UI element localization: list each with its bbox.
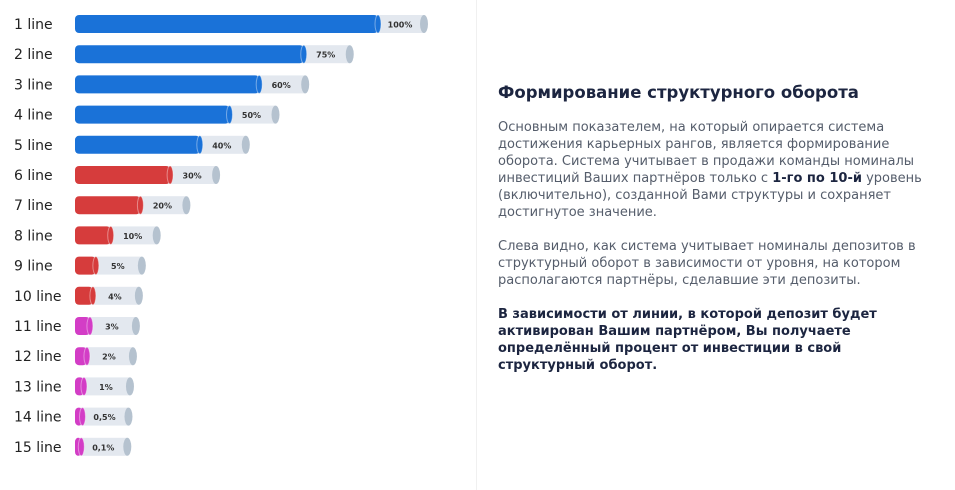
- value-label: 0,1%: [92, 443, 114, 452]
- value-label: 0,5%: [93, 413, 115, 422]
- text-panel: Формирование структурного оборота Основн…: [498, 84, 938, 391]
- text-run-bold: 1-го по 10-й: [772, 171, 862, 186]
- bar-tail-cap: [420, 15, 428, 33]
- bar: [75, 105, 230, 124]
- bar-cap: [255, 74, 263, 94]
- bar-cap: [83, 346, 91, 366]
- bar: [75, 347, 87, 366]
- row-label: 1 line: [14, 17, 53, 33]
- bar-tail: [255, 75, 306, 94]
- bar-cap: [92, 256, 100, 276]
- row-label: 15 line: [14, 440, 62, 456]
- paragraph: Основным показателем, на который опирает…: [498, 119, 938, 221]
- bar-tail-cap: [241, 135, 250, 154]
- bar: [75, 45, 304, 64]
- bar-cap: [166, 165, 174, 185]
- bar-cap: [136, 195, 144, 215]
- bar-cap: [226, 105, 233, 125]
- bar: [75, 196, 141, 215]
- value-label: 75%: [316, 51, 335, 60]
- row-label: 12 line: [14, 349, 62, 365]
- bar-cap: [107, 225, 115, 245]
- row-label: 11 line: [14, 319, 62, 335]
- text-run: уровень (включительно), созданной Вами с…: [498, 171, 922, 220]
- value-label: 4%: [108, 292, 122, 301]
- bar-tail: [374, 15, 424, 33]
- bar-tail-cap: [125, 377, 134, 396]
- bar: [75, 166, 171, 184]
- bar-tail: [85, 317, 136, 335]
- row-label: 13 line: [14, 379, 62, 395]
- bar-tail-cap: [301, 75, 310, 94]
- row-label: 14 line: [14, 410, 62, 426]
- bar-tail-cap: [345, 45, 354, 64]
- bar-tail-cap: [134, 286, 143, 305]
- chart: 1 line 100% 2 line 75% 3 line 60% 4 line 50% 5 l…: [14, 14, 428, 457]
- value-label: 2%: [102, 353, 116, 362]
- row-label: 7 line: [14, 198, 53, 214]
- bar-cap: [196, 135, 204, 155]
- bar-tail: [91, 256, 142, 275]
- bar-cap: [78, 407, 86, 427]
- bar-tail: [225, 105, 276, 124]
- row-label: 10 line: [14, 289, 62, 305]
- paragraph-bold: В зависимости от линии, в которой депози…: [498, 307, 877, 373]
- bar-tail: [166, 166, 217, 184]
- bar-tail-cap: [128, 347, 137, 366]
- value-label: 30%: [183, 172, 202, 181]
- value-label: 60%: [272, 81, 291, 90]
- value-label: 1%: [99, 383, 113, 392]
- bar-tail: [82, 347, 133, 366]
- value-label: 50%: [242, 111, 261, 120]
- bar-cap: [300, 44, 308, 64]
- value-label: 20%: [153, 202, 172, 211]
- bar-tail: [106, 226, 157, 245]
- bar-tail: [79, 377, 130, 396]
- bar: [75, 135, 200, 154]
- bar: [75, 226, 111, 245]
- bar-tail-cap: [131, 317, 140, 335]
- bar-tail-cap: [271, 105, 280, 124]
- panel-title: Формирование структурного оборота: [498, 83, 859, 102]
- row-label: 4 line: [14, 108, 53, 124]
- bar-cap: [374, 14, 382, 34]
- value-label: 100%: [388, 21, 413, 30]
- value-label: 40%: [212, 141, 231, 150]
- bar: [75, 317, 90, 335]
- bar-tail-cap: [212, 166, 221, 184]
- bar-cap: [86, 316, 94, 336]
- bar: [75, 256, 96, 275]
- bar-tail-cap: [124, 407, 133, 426]
- row-label: 5 line: [14, 138, 53, 154]
- value-label: 5%: [111, 262, 125, 271]
- bar-tail: [88, 286, 139, 305]
- bar-tail-cap: [123, 437, 132, 456]
- bar-cap: [80, 376, 88, 396]
- bar: [75, 286, 93, 305]
- value-label: 3%: [105, 323, 119, 332]
- bar-tail: [195, 135, 246, 154]
- separator: [476, 0, 477, 490]
- row-label: 2 line: [14, 47, 53, 63]
- bar-tail: [78, 407, 129, 426]
- bar-cap: [89, 286, 97, 306]
- row-label: 3 line: [14, 77, 53, 93]
- text-run: Основным показателем, на который опирает…: [498, 120, 915, 186]
- bar-tail-cap: [182, 196, 191, 215]
- paragraph: Слева видно, как система учитывает номин…: [498, 239, 916, 288]
- value-label: 10%: [123, 232, 142, 241]
- bar: [75, 75, 260, 94]
- bar: [75, 15, 378, 33]
- bar-tail: [136, 196, 187, 215]
- row-label: 6 line: [14, 168, 53, 184]
- row-label: 9 line: [14, 259, 53, 275]
- bar-cap: [77, 437, 85, 457]
- bar-tail-cap: [152, 226, 161, 245]
- bar-tail: [299, 45, 350, 64]
- bar-tail-cap: [137, 256, 146, 275]
- row-label: 8 line: [14, 228, 53, 244]
- bar-tail: [77, 437, 128, 456]
